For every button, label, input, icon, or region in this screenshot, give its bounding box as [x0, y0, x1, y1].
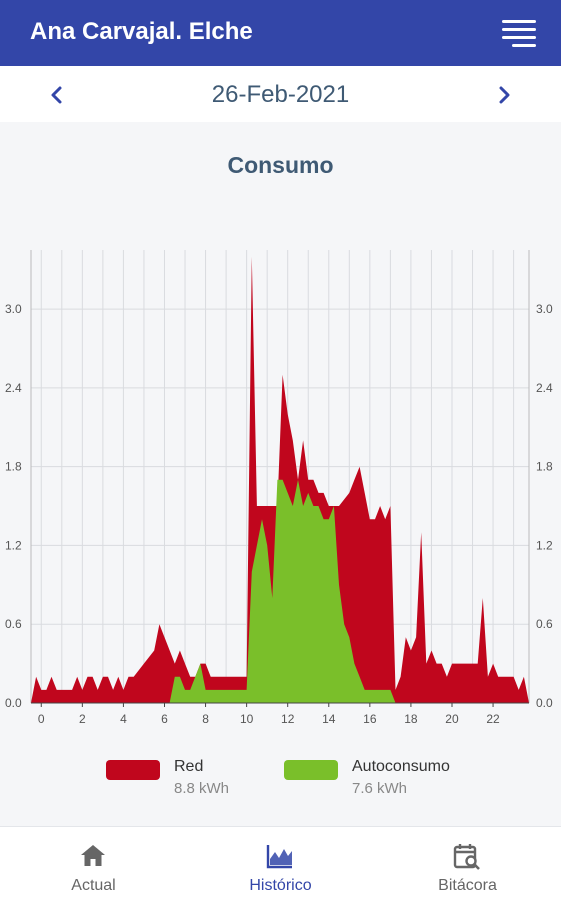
hamburger-menu-icon[interactable] — [502, 20, 536, 47]
chart-title: Consumo — [227, 152, 334, 178]
legend-label-autoconsumo: Autoconsumo — [352, 758, 450, 775]
legend-swatch-red — [106, 760, 160, 780]
consumption-chart: 0.0 0.0 0.6 0.6 1.2 1.2 1.8 1.8 2.4 2.4 3.0 3.0 0 2 4 6… — [5, 250, 553, 726]
app-bar: Ana Carvajal. Elche — [0, 0, 561, 66]
y-tick-label-right: 1.2 — [536, 538, 553, 552]
legend-value-autoconsumo: 7.6 kWh — [352, 780, 408, 797]
date-navigator: 26-Feb-2021 — [0, 66, 561, 122]
bottom-navigation: Actual Histórico Bitácora — [0, 826, 561, 901]
nav-label-actual: Actual — [71, 877, 116, 894]
y-tick-label-left: 0.6 — [5, 617, 22, 631]
app-title: Ana Carvajal. Elche — [30, 18, 253, 45]
nav-item-historico[interactable]: Histórico — [187, 827, 374, 901]
y-tick-label-right: 0.6 — [536, 617, 553, 631]
x-tick-label: 20 — [445, 712, 459, 726]
nav-label-bitacora: Bitácora — [438, 877, 497, 894]
calendar-search-icon — [452, 841, 482, 871]
series-area-autoconsumo — [169, 479, 396, 703]
x-tick-label: 16 — [363, 712, 377, 726]
x-tick-label: 8 — [202, 712, 209, 726]
legend-label-red: Red — [174, 758, 204, 775]
nav-label-historico: Histórico — [249, 877, 312, 894]
chevron-left-icon[interactable] — [40, 78, 74, 112]
x-tick-label: 22 — [486, 712, 500, 726]
nav-item-actual[interactable]: Actual — [0, 827, 187, 901]
legend-value-red: 8.8 kWh — [174, 780, 230, 797]
x-tick-label: 12 — [281, 712, 295, 726]
x-tick-label: 0 — [38, 712, 45, 726]
x-tick-label: 10 — [240, 712, 254, 726]
chevron-right-icon[interactable] — [487, 78, 521, 112]
y-tick-label-left: 1.8 — [5, 460, 22, 474]
x-tick-label: 6 — [161, 712, 168, 726]
series-area-red — [31, 256, 529, 703]
y-tick-label-left: 0.0 — [5, 696, 22, 710]
y-tick-label-left: 2.4 — [5, 381, 22, 395]
y-tick-label-left: 3.0 — [5, 302, 22, 316]
x-tick-label: 4 — [120, 712, 127, 726]
y-tick-label-right: 2.4 — [536, 381, 553, 395]
home-icon — [78, 841, 108, 871]
y-tick-label-right: 1.8 — [536, 460, 553, 474]
x-tick-label: 2 — [79, 712, 86, 726]
current-date: 26-Feb-2021 — [211, 81, 350, 108]
nav-item-bitacora[interactable]: Bitácora — [374, 827, 561, 901]
y-tick-label-left: 1.2 — [5, 538, 22, 552]
chart-icon — [265, 841, 295, 871]
x-tick-label: 14 — [322, 712, 336, 726]
x-tick-label: 18 — [404, 712, 418, 726]
y-tick-label-right: 3.0 — [536, 302, 553, 316]
y-tick-label-right: 0.0 — [536, 696, 553, 710]
legend-swatch-autoconsumo — [284, 760, 338, 780]
